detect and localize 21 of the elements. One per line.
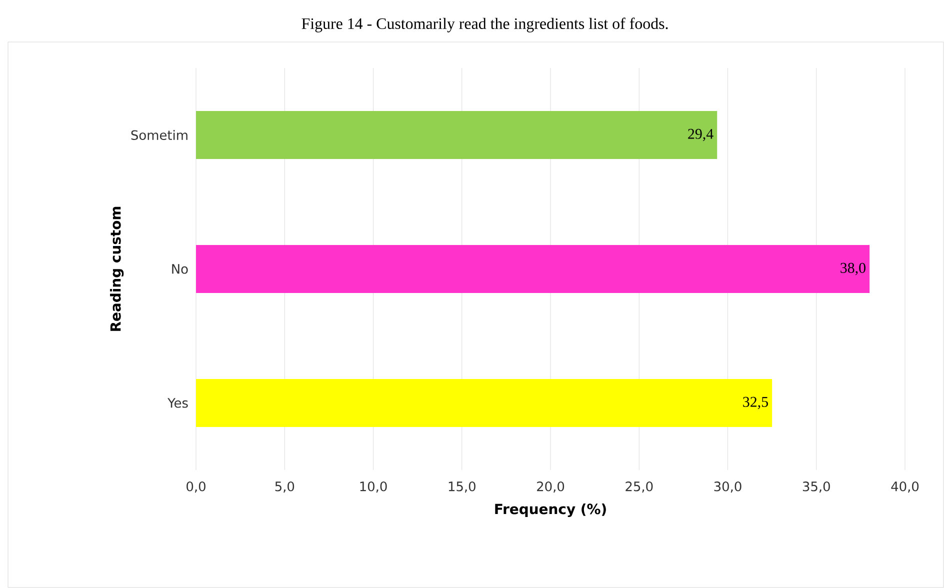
y-tick-label: No: [172, 264, 188, 274]
x-tick-label: 15,0: [448, 482, 476, 493]
bar: [196, 110, 718, 159]
y-tick-label: Sometim: [131, 130, 188, 140]
x-tick-label: 0,0: [186, 482, 206, 493]
y-tick-label: Yes: [168, 398, 188, 408]
bar: [196, 378, 772, 427]
x-axis-title: Frequency (%): [495, 503, 606, 518]
x-tick-label: 5,0: [275, 482, 294, 493]
data-label: 29,4: [688, 128, 714, 142]
data-label: 32,5: [743, 396, 768, 410]
data-label: 38,0: [840, 262, 866, 276]
y-axis-title: Reading custom: [110, 206, 124, 331]
x-tick-label: 35,0: [802, 482, 830, 493]
chart-title: Figure 14 - Customarily read the ingredients list of foods.: [302, 18, 668, 32]
x-tick-label: 30,0: [714, 482, 742, 493]
x-tick-label: 40,0: [891, 482, 919, 493]
bar: [196, 244, 870, 293]
x-tick-label: 25,0: [626, 482, 653, 493]
x-tick-label: 10,0: [360, 482, 387, 493]
x-tick-label: 20,0: [537, 482, 564, 493]
